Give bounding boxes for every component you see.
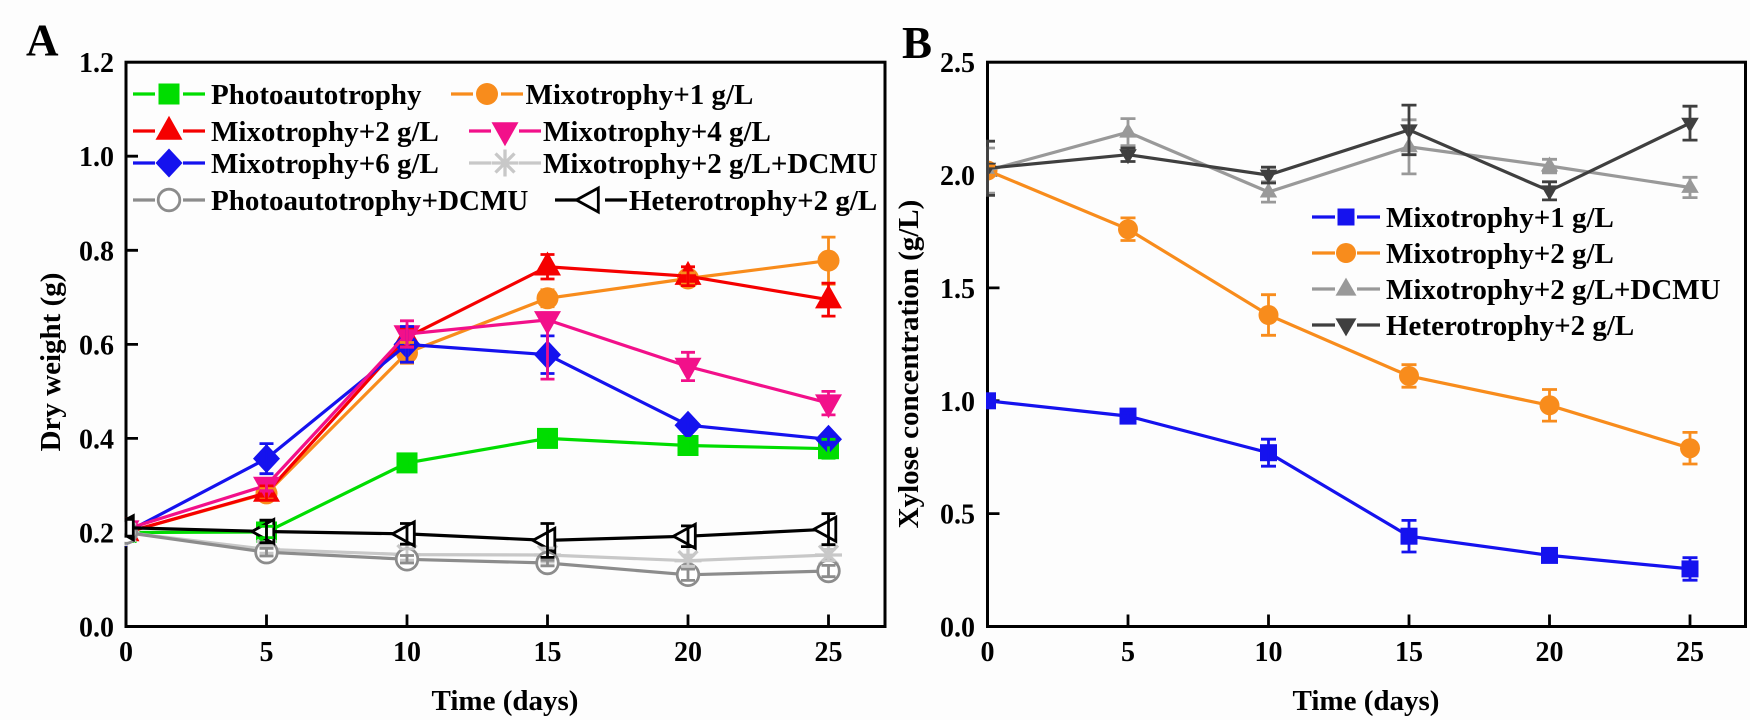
svg-text:Photoautotrophy: Photoautotrophy [211,79,422,111]
svg-text:Mixotrophy+1 g/L: Mixotrophy+1 g/L [1386,202,1614,234]
svg-text:0.5: 0.5 [940,500,975,531]
svg-text:15: 15 [534,637,562,668]
svg-text:0: 0 [981,637,995,668]
svg-text:0.0: 0.0 [940,613,975,644]
svg-text:10: 10 [1255,637,1283,668]
svg-text:20: 20 [674,637,702,668]
svg-text:2.0: 2.0 [940,161,975,192]
svg-text:1.0: 1.0 [940,387,975,418]
svg-text:0.4: 0.4 [79,424,114,455]
svg-text:Photoautotrophy+DCMU: Photoautotrophy+DCMU [211,185,528,217]
svg-text:25: 25 [1676,637,1704,668]
svg-text:5: 5 [1121,637,1135,668]
svg-text:0.0: 0.0 [79,613,114,644]
svg-text:20: 20 [1536,637,1564,668]
svg-text:Time (days): Time (days) [432,685,579,717]
svg-text:0.8: 0.8 [79,236,114,267]
svg-text:10: 10 [393,637,421,668]
svg-text:25: 25 [815,637,843,668]
svg-text:Heterotrophy+2 g/L: Heterotrophy+2 g/L [1386,310,1634,342]
svg-text:Dry weight (g): Dry weight (g) [35,273,67,452]
svg-text:Mixotrophy+2 g/L+DCMU: Mixotrophy+2 g/L+DCMU [1386,274,1721,306]
svg-text:1.5: 1.5 [940,274,975,305]
svg-text:Mixotrophy+6 g/L: Mixotrophy+6 g/L [211,148,439,180]
svg-text:1.0: 1.0 [79,142,114,173]
svg-text:2.5: 2.5 [940,48,975,79]
svg-text:1.2: 1.2 [79,48,114,79]
svg-text:B: B [902,18,932,68]
svg-text:A: A [26,16,59,66]
svg-text:15: 15 [1395,637,1423,668]
svg-text:Mixotrophy+2 g/L+DCMU: Mixotrophy+2 g/L+DCMU [543,148,878,180]
svg-text:Mixotrophy+2 g/L: Mixotrophy+2 g/L [1386,238,1614,270]
svg-text:5: 5 [260,637,274,668]
svg-text:0: 0 [119,637,133,668]
svg-text:0.6: 0.6 [79,330,114,361]
svg-text:Mixotrophy+4 g/L: Mixotrophy+4 g/L [543,116,771,148]
svg-text:Heterotrophy+2 g/L: Heterotrophy+2 g/L [629,185,877,217]
svg-text:0.2: 0.2 [79,519,114,550]
svg-text:Time (days): Time (days) [1293,685,1440,717]
svg-text:Mixotrophy+2 g/L: Mixotrophy+2 g/L [211,116,439,148]
svg-text:Xylose concentration (g/L): Xylose concentration (g/L) [893,200,925,529]
svg-text:Mixotrophy+1 g/L: Mixotrophy+1 g/L [526,79,754,111]
